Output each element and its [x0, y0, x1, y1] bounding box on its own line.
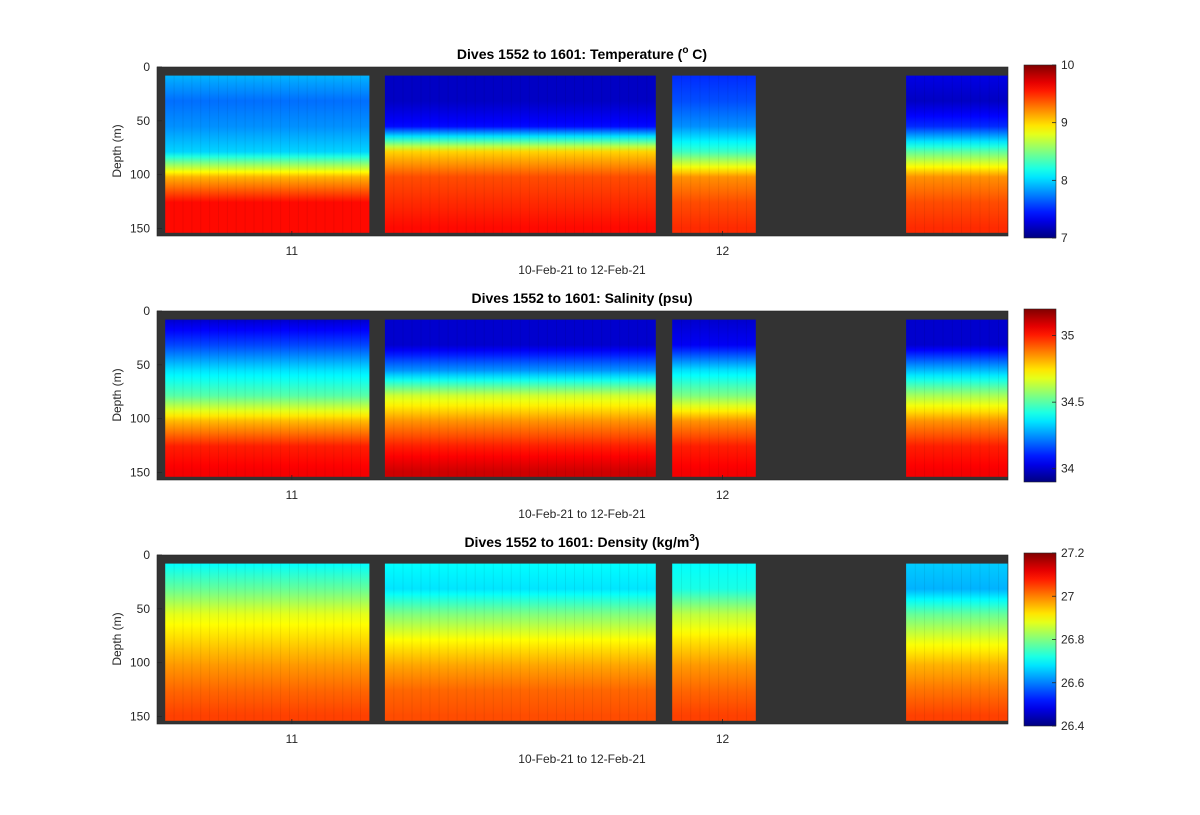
colorbar-tick-label: 35: [1061, 329, 1075, 343]
temperature-panel: Dives 1552 to 1601: Temperature (o C) 0 5…: [110, 45, 1075, 277]
profile-group-1: [165, 563, 370, 721]
profile-group-4: [906, 75, 1008, 233]
temperature-ylabel: Depth (m): [110, 124, 124, 177]
density-colorbar: 27.2 27 26.8 26.6 26.4: [1023, 546, 1085, 733]
salinity-y-axis: 0 50 100 150: [130, 304, 162, 479]
colorbar-tick-label: 8: [1061, 173, 1068, 187]
y-tick-label: 50: [137, 358, 151, 372]
profile-group-4: [906, 563, 1008, 721]
y-tick-label: 0: [143, 548, 150, 562]
y-tick-label: 150: [130, 465, 150, 479]
colorbar-tick-label: 26.4: [1061, 719, 1085, 733]
profile-group-1: [165, 319, 370, 477]
colorbar-tick-label: 7: [1061, 231, 1068, 245]
profile-group-2: [384, 319, 656, 477]
density-xlabel: 10-Feb-21 to 12-Feb-21: [518, 752, 646, 766]
salinity-title: Dives 1552 to 1601: Salinity (psu): [472, 290, 693, 306]
salinity-ylabel: Depth (m): [110, 368, 124, 421]
density-ylabel: Depth (m): [110, 612, 124, 665]
x-tick-label: 11: [286, 732, 299, 746]
x-tick-label: 11: [286, 244, 299, 258]
temperature-title: Dives 1552 to 1601: Temperature (o C): [457, 45, 707, 62]
y-tick-label: 100: [130, 168, 150, 182]
colorbar-gradient: [1023, 552, 1057, 727]
y-tick-label: 50: [137, 602, 151, 616]
y-tick-label: 100: [130, 412, 150, 426]
colorbar-gradient: [1023, 308, 1057, 483]
x-tick-label: 12: [716, 732, 730, 746]
density-panel: Dives 1552 to 1601: Density (kg/m3) 0 50 1…: [110, 533, 1085, 766]
colorbar-tick-label: 34: [1061, 462, 1075, 476]
temperature-x-axis: 11 12: [286, 231, 730, 258]
profile-group-2: [384, 563, 656, 721]
plot-frame: [156, 554, 1009, 725]
colorbar-tick-label: 27.2: [1061, 546, 1085, 560]
x-tick-label: 12: [716, 244, 730, 258]
temperature-y-axis: 0 50 100 150: [130, 60, 162, 235]
profile-group-3: [672, 319, 756, 477]
y-tick-label: 0: [143, 304, 150, 318]
y-tick-label: 150: [130, 221, 150, 235]
salinity-x-axis: 11 12: [286, 475, 730, 502]
colorbar-gradient: [1023, 64, 1057, 239]
x-tick-label: 11: [286, 488, 299, 502]
y-tick-label: 150: [130, 709, 150, 723]
colorbar-tick-label: 34.5: [1061, 395, 1085, 409]
density-y-axis: 0 50 100 150: [130, 548, 162, 723]
temperature-colorbar: 10 9 8 7: [1023, 58, 1075, 245]
colorbar-tick-label: 27: [1061, 589, 1075, 603]
temperature-xlabel: 10-Feb-21 to 12-Feb-21: [518, 263, 646, 277]
profile-group-3: [672, 563, 756, 721]
profile-group-4: [906, 319, 1008, 477]
colorbar-tick-label: 26.8: [1061, 633, 1085, 647]
density-x-axis: 11 12: [286, 719, 730, 746]
salinity-plot-area: [156, 310, 1009, 481]
colorbar-tick-label: 9: [1061, 116, 1068, 130]
salinity-panel: Dives 1552 to 1601: Salinity (psu) 0 50 10…: [110, 290, 1085, 521]
colorbar-tick-label: 10: [1061, 58, 1075, 72]
plot-frame: [156, 66, 1009, 237]
x-tick-label: 12: [716, 488, 730, 502]
profile-group-2: [384, 75, 656, 233]
density-title: Dives 1552 to 1601: Density (kg/m3): [464, 533, 699, 550]
y-tick-label: 0: [143, 60, 150, 74]
salinity-colorbar: 35 34.5 34: [1023, 308, 1085, 483]
profile-group-3: [672, 75, 756, 233]
profile-group-1: [165, 75, 370, 233]
temperature-plot-area: [156, 66, 1009, 237]
colorbar-tick-label: 26.6: [1061, 676, 1085, 690]
plot-frame: [156, 310, 1009, 481]
density-plot-area: [156, 554, 1009, 725]
y-tick-label: 100: [130, 656, 150, 670]
salinity-xlabel: 10-Feb-21 to 12-Feb-21: [518, 507, 646, 521]
y-tick-label: 50: [137, 114, 151, 128]
